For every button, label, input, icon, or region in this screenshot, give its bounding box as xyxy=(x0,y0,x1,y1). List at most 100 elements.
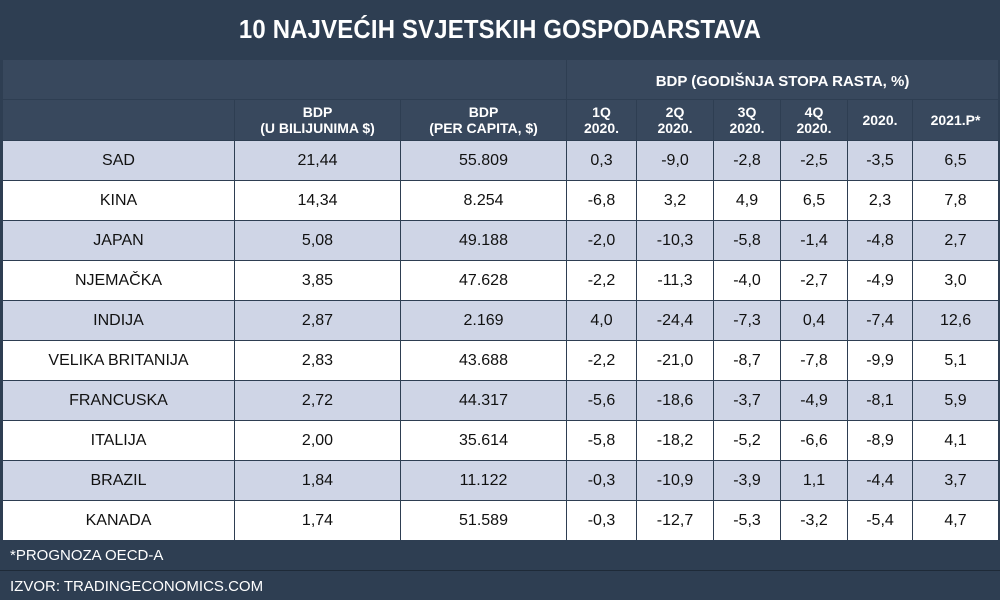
value-cell: 7,8 xyxy=(912,180,1000,221)
column-header xyxy=(2,99,235,141)
growth-group-header: BDP (GODIŠNJA STOPA RASTA, %) xyxy=(566,59,1000,100)
value-cell: -6,6 xyxy=(780,420,849,461)
value-cell: 2.169 xyxy=(399,300,568,341)
value-cell: 3,85 xyxy=(234,260,401,301)
table-row: ITALIJA 2,00 35.614 -5,8 -18,2 -5,2 -6,6 -8,9 4,… xyxy=(2,420,1000,461)
gdp-table: BDP (GODIŠNJA STOPA RASTA, %) BDP (U BILI… xyxy=(1,59,1000,541)
value-cell: -8,7 xyxy=(713,340,782,381)
table-row: VELIKA BRITANIJA 2,83 43.688 -2,2 -21,0 -8,7-… xyxy=(2,340,1000,381)
value-cell: 49.188 xyxy=(399,220,568,261)
column-header-line2: (U BILIJUNIMA $) xyxy=(260,120,375,136)
value-cell: -0,3 xyxy=(566,500,638,541)
column-header-line1: 2Q xyxy=(665,104,685,120)
value-cell: -3,9 xyxy=(713,460,782,501)
table-row: KINA 14,34 8.254 -6,8 3,2 4,9 6,5 2,3 7,8 xyxy=(2,180,1000,221)
column-header-line2: 2020. xyxy=(729,120,765,136)
country-cell: SAD xyxy=(2,140,235,181)
value-cell: 5,08 xyxy=(234,220,401,261)
value-cell: 3,0 xyxy=(912,260,1000,301)
value-cell: 2,3 xyxy=(847,180,914,221)
column-header-line2: (PER CAPITA, $) xyxy=(429,120,538,136)
value-cell: -5,3 xyxy=(713,500,782,541)
value-cell: -24,4 xyxy=(636,300,715,341)
value-cell: 6,5 xyxy=(780,180,849,221)
value-cell: -8,9 xyxy=(847,420,914,461)
value-cell: 0,4 xyxy=(780,300,849,341)
value-cell: 2,87 xyxy=(234,300,401,341)
column-header: 4Q 2020. xyxy=(780,99,849,141)
country-cell: KINA xyxy=(2,180,235,221)
value-cell: 2,83 xyxy=(234,340,401,381)
value-cell: 5,1 xyxy=(912,340,1000,381)
country-cell: JAPAN xyxy=(2,220,235,261)
column-header-line1: 2021.P* xyxy=(930,112,981,128)
value-cell: 55.809 xyxy=(399,140,568,181)
value-cell: -18,6 xyxy=(636,380,715,421)
value-cell: -8,1 xyxy=(847,380,914,421)
value-cell: -10,3 xyxy=(636,220,715,261)
value-cell: 51.589 xyxy=(399,500,568,541)
value-cell: -4,4 xyxy=(847,460,914,501)
table-row: FRANCUSKA 2,72 44.317 -5,6 -18,6 -3,7 -4,9 -8,1… xyxy=(2,380,1000,421)
column-header: 2021.P* xyxy=(912,99,1000,141)
value-cell: 11.122 xyxy=(399,460,568,501)
value-cell: 0,3 xyxy=(566,140,638,181)
value-cell: -3,5 xyxy=(847,140,914,181)
value-cell: 6,5 xyxy=(912,140,1000,181)
country-cell: KANADA xyxy=(2,500,235,541)
value-cell: -2,0 xyxy=(566,220,638,261)
country-cell: NJEMAČKA xyxy=(2,260,235,301)
value-cell: 5,9 xyxy=(912,380,1000,421)
column-header-line1: 2020. xyxy=(862,112,898,128)
value-cell: -2,8 xyxy=(713,140,782,181)
footnote: *PROGNOZA OECD-A xyxy=(10,547,164,564)
table-row: NJEMAČKA 3,85 47.628 -2,2 -11,3 -4,0 -2,7 -4,9 3… xyxy=(2,260,1000,301)
column-header-line2: 2020. xyxy=(657,120,693,136)
value-cell: 4,9 xyxy=(713,180,782,221)
column-header: BDP (U BILIJUNIMA $) xyxy=(234,99,401,141)
table-row: BRAZIL 1,84 11.122 -0,3 -10,9 -3,9 1,1 -4,4 3,7 xyxy=(2,460,1000,501)
value-cell: -7,4 xyxy=(847,300,914,341)
value-cell: 44.317 xyxy=(399,380,568,421)
table-row: JAPAN 5,08 49.188 -2,0 -10,3 -5,8 -1,4 -4,8 2,7 xyxy=(2,220,1000,261)
column-header: BDP (PER CAPITA, $) xyxy=(399,99,568,141)
value-cell: -3,2 xyxy=(780,500,849,541)
value-cell: -2,2 xyxy=(566,340,638,381)
column-header-line1: BDP xyxy=(302,104,333,120)
column-header-line1: 4Q xyxy=(804,104,824,120)
value-cell: -9,9 xyxy=(847,340,914,381)
value-cell: 3,7 xyxy=(912,460,1000,501)
value-cell: 3,2 xyxy=(636,180,715,221)
value-cell: -11,3 xyxy=(636,260,715,301)
column-header: 2020. xyxy=(847,99,914,141)
value-cell: -5,2 xyxy=(713,420,782,461)
value-cell: 1,1 xyxy=(780,460,849,501)
table-row: INDIJA 2,87 2.169 4,0 -24,4 -7,3 0,4 -7,4 12,6 xyxy=(2,300,1000,341)
value-cell: -4,9 xyxy=(780,380,849,421)
value-cell: -1,4 xyxy=(780,220,849,261)
table-body: SAD 21,44 55.809 0,3 -9,0 -2,8 -2,5 -3,5 6,5 KINA… xyxy=(2,140,1000,541)
column-header-line1: 3Q xyxy=(737,104,757,120)
value-cell: -4,9 xyxy=(847,260,914,301)
value-cell: -4,0 xyxy=(713,260,782,301)
value-cell: -4,8 xyxy=(847,220,914,261)
column-header-line2: 2020. xyxy=(583,120,620,136)
value-cell: 4,1 xyxy=(912,420,1000,461)
column-header: 2Q 2020. xyxy=(636,99,715,141)
table-row: SAD 21,44 55.809 0,3 -9,0 -2,8 -2,5 -3,5 6,5 xyxy=(2,140,1000,181)
value-cell: -12,7 xyxy=(636,500,715,541)
page-title: 10 NAJVEĆIH SVJETSKIH GOSPODARSTAVA xyxy=(238,13,762,44)
value-cell: 12,6 xyxy=(912,300,1000,341)
value-cell: -3,7 xyxy=(713,380,782,421)
value-cell: 43.688 xyxy=(399,340,568,381)
country-cell: ITALIJA xyxy=(2,420,235,461)
value-cell: 35.614 xyxy=(399,420,568,461)
value-cell: 8.254 xyxy=(399,180,568,221)
value-cell: -10,9 xyxy=(636,460,715,501)
value-cell: -7,8 xyxy=(780,340,849,381)
value-cell: -2,5 xyxy=(780,140,849,181)
source-credit: IZVOR: TRADINGECONOMICS.COM xyxy=(10,577,264,595)
country-cell: VELIKA BRITANIJA xyxy=(2,340,235,381)
column-header-line2: 2020. xyxy=(796,120,832,136)
